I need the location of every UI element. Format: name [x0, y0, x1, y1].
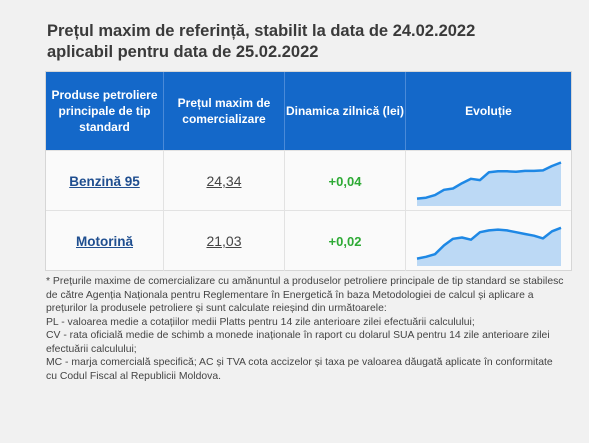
delta-value: +0,04: [328, 173, 362, 189]
footnote-line: PL - valoarea medie a cotațiilor medii P…: [46, 316, 475, 328]
table-row: Benzină 95 24,34 +0,04: [46, 150, 571, 211]
footnote-line: * Prețurile maxime de comercializare cu …: [46, 276, 564, 314]
table-row: Motorină 21,03 +0,02: [46, 210, 571, 271]
product-cell: Motorină: [46, 211, 164, 271]
title-line-2: aplicabil pentru data de 25.02.2022: [47, 43, 319, 61]
table-header: Produse petroliere principale de tip sta…: [46, 72, 571, 150]
title-line-1: Prețul maxim de referință, stabilit la d…: [47, 22, 476, 40]
trend-cell: [406, 151, 571, 211]
trend-area: [416, 162, 561, 206]
product-link-benzina[interactable]: Benzină 95: [69, 173, 140, 189]
trend-sparkline: [416, 161, 561, 206]
footnote-line: CV - rata oficială medie de schimb a mon…: [46, 330, 550, 355]
header-dynamics: Dinamica zilnică (lei): [285, 72, 406, 150]
trend-sparkline: [416, 226, 561, 266]
product-link-motorina[interactable]: Motorină: [76, 233, 133, 249]
trend-line: [416, 161, 561, 200]
price-value: 21,03: [206, 233, 242, 249]
trend-cell: [406, 211, 571, 271]
footnote-line: MC - marja comercială specifică; AC și T…: [46, 357, 553, 382]
price-cell: 24,34: [164, 151, 285, 211]
header-evolution: Evoluție: [465, 104, 512, 118]
page-title: Prețul maxim de referință, stabilit la d…: [47, 21, 567, 63]
trend-line: [416, 226, 561, 260]
trend-area: [416, 227, 561, 266]
price-cell: 21,03: [164, 211, 285, 271]
price-table: Produse petroliere principale de tip sta…: [45, 71, 572, 271]
delta-value: +0,02: [328, 233, 362, 249]
delta-cell: +0,04: [285, 151, 406, 211]
header-price: Prețul maxim de comercializare: [164, 72, 285, 150]
footnote: * Prețurile maxime de comercializare cu …: [46, 275, 566, 383]
delta-cell: +0,02: [285, 211, 406, 271]
product-cell: Benzină 95: [46, 151, 164, 211]
header-product: Produse petroliere principale de tip sta…: [46, 72, 164, 150]
price-value: 24,34: [206, 173, 242, 189]
